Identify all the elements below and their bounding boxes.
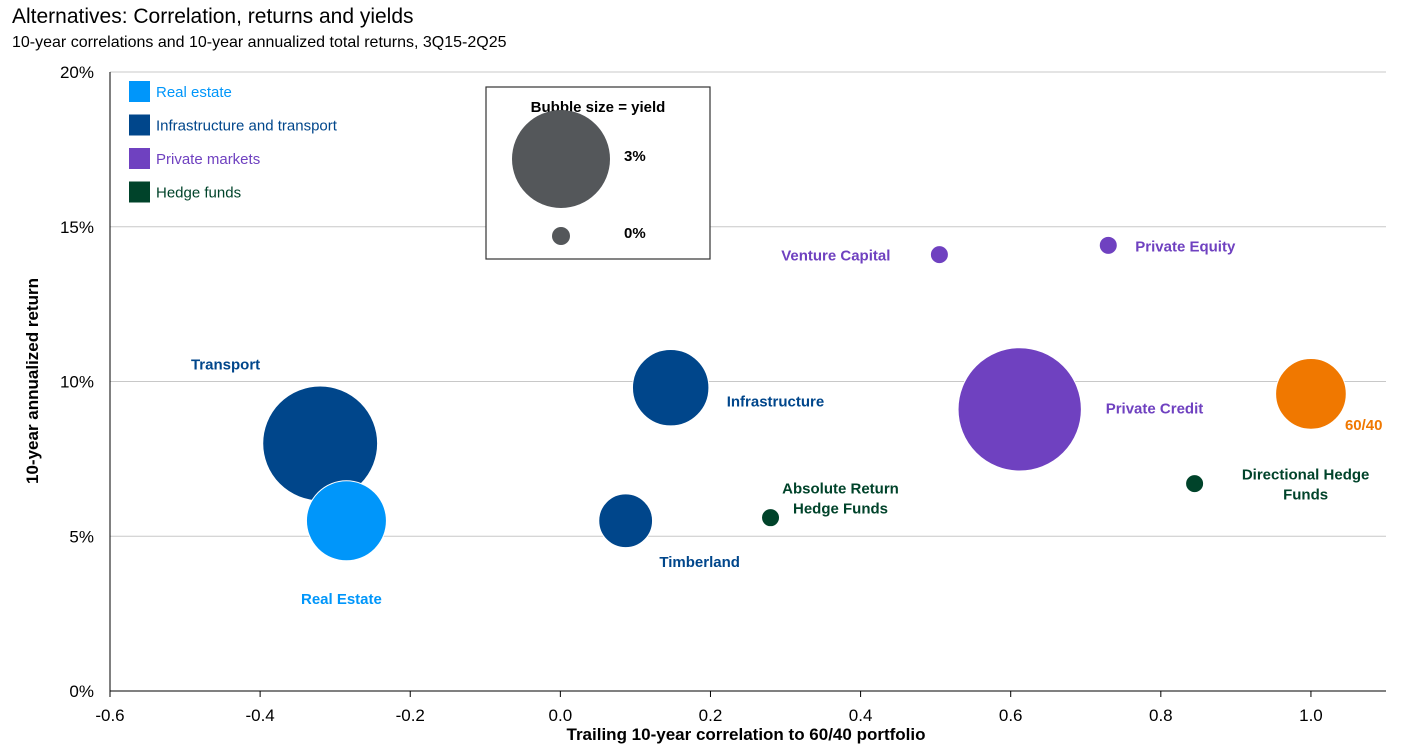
bubble-private-equity (1098, 235, 1118, 255)
chart-subtitle: 10-year correlations and 10-year annuali… (12, 34, 507, 51)
y-tick-label: 15% (60, 218, 94, 237)
legend-swatch (129, 114, 150, 136)
x-tick-label: -0.6 (95, 706, 124, 725)
bubble-label: Infrastructure (727, 394, 825, 411)
x-tick-label: 0.4 (849, 706, 873, 725)
axes: 0% 5% 10% 15% 20% -0.6 -0.4 -0.2 0.0 0.2 0.4 0.6 0.8… (60, 63, 1386, 725)
bubble-infrastructure (631, 348, 710, 427)
chart-title: Alternatives: Correlation, returns and y… (12, 5, 414, 28)
bubble-label: Real Estate (301, 591, 382, 608)
x-tick-label: -0.2 (396, 706, 425, 725)
legend-label: Private markets (156, 151, 260, 168)
bubble-label: Directional Hedge (1242, 467, 1370, 484)
bubble-label: 60/40 (1345, 417, 1383, 434)
size-legend-label: 0% (624, 225, 646, 242)
bubble-label: Absolute Return (782, 481, 899, 498)
x-tick-label: 0.8 (1149, 706, 1173, 725)
x-axis-label: Trailing 10-year correlation to 60/40 po… (567, 725, 926, 744)
y-tick-label: 10% (60, 373, 94, 392)
x-tick-label: 0.0 (549, 706, 573, 725)
legend-label: Hedge funds (156, 185, 241, 202)
bubble-labels: Transport Real Estate Infrastructure Timber… (191, 238, 1383, 607)
legend-label: Real estate (156, 84, 232, 101)
bubble-60-40 (1275, 358, 1347, 430)
legend-swatch (129, 148, 150, 169)
category-legend: Real estate Infrastructure and transport P… (129, 81, 338, 203)
bubble-label: Private Credit (1106, 400, 1204, 417)
x-tick-label: -0.4 (245, 706, 274, 725)
legend-swatch (129, 81, 150, 102)
bubble-label: Venture Capital (781, 248, 890, 265)
legend-label: Infrastructure and transport (156, 118, 338, 135)
bubble-real-estate (305, 480, 387, 562)
x-tick-label: 0.6 (999, 706, 1023, 725)
bubble-label: Timberland (659, 554, 740, 571)
y-tick-label: 0% (69, 682, 94, 701)
legend-swatch (129, 181, 150, 203)
y-tick-label: 20% (60, 63, 94, 82)
x-tick-label: 1.0 (1299, 706, 1323, 725)
y-tick-label: 5% (69, 527, 94, 546)
bubble-venture-capital (929, 245, 949, 265)
bubble-label: Funds (1283, 487, 1328, 504)
bubble-label: Private Equity (1135, 238, 1236, 255)
bubble-directional-hedge-funds (1185, 474, 1205, 494)
bubble-label: Transport (191, 356, 260, 373)
size-legend-bubble (512, 110, 610, 208)
x-tick-label: 0.2 (699, 706, 723, 725)
size-legend-bubble (552, 227, 570, 245)
y-axis-label: 10-year annualized return (23, 278, 42, 484)
bubble-timberland (598, 493, 654, 549)
bubble-absolute-return-hedge-funds (761, 508, 781, 528)
bubble-label: Hedge Funds (793, 501, 888, 518)
bubble-private-credit (957, 347, 1082, 472)
bubbles (262, 235, 1347, 562)
size-legend-label: 3% (624, 148, 646, 165)
